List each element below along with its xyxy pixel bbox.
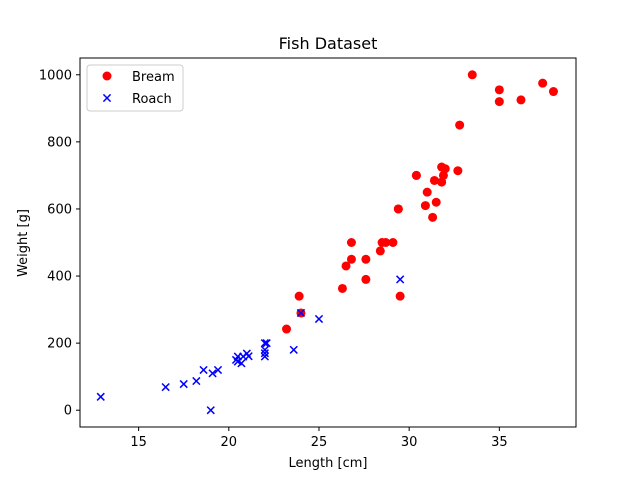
legend-label-roach: Roach (132, 92, 172, 107)
chart-title: Fish Dataset (279, 34, 378, 53)
data-point-bream (440, 164, 450, 174)
data-point-roach (237, 359, 246, 368)
data-point-roach (262, 339, 271, 348)
data-point-bream (346, 254, 356, 264)
data-point-bream (381, 238, 391, 247)
data-point-roach (296, 308, 306, 318)
data-point-bream (341, 261, 351, 271)
data-point-bream (337, 283, 347, 293)
x-tick-label: 15 (130, 435, 147, 450)
y-tick-label: 600 (47, 202, 72, 217)
data-point-bream (494, 97, 504, 107)
data-point-bream (375, 246, 385, 256)
data-point-roach (96, 392, 105, 401)
data-point-roach (260, 345, 270, 354)
data-point-roach (199, 365, 208, 375)
legend-item-bream: Bream (102, 70, 175, 85)
data-point-bream (346, 238, 356, 247)
y-tick-label: 800 (47, 135, 72, 150)
data-point-roach (213, 365, 223, 375)
data-point-bream (420, 201, 430, 211)
y-tick-label: 200 (47, 337, 72, 352)
data-points (96, 70, 558, 415)
data-point-bream (428, 212, 438, 222)
x-tick-label: 35 (491, 435, 508, 450)
data-point-bream (282, 324, 292, 334)
data-point-bream (393, 204, 403, 214)
data-point-roach (208, 369, 217, 378)
data-point-bream (395, 291, 405, 301)
data-point-roach (260, 352, 270, 361)
legend: Bream Roach (86, 64, 184, 112)
data-point-bream (422, 187, 432, 197)
x-tick-label: 20 (221, 435, 238, 450)
axes-frame (79, 57, 577, 428)
y-tick-label: 1000 (39, 68, 72, 83)
data-point-bream (388, 238, 398, 247)
data-point-bream (516, 95, 526, 105)
legend-marker-bream (102, 71, 112, 81)
data-point-roach (206, 406, 215, 415)
x-tick-label: 25 (311, 435, 328, 450)
axes: 15 20 25 30 35 0 200 400 600 800 1000 (39, 57, 577, 450)
legend-label-bream: Bream (132, 70, 175, 85)
data-point-bream (494, 85, 504, 95)
data-point-roach (161, 382, 170, 392)
data-point-bream (361, 274, 371, 284)
data-point-roach (260, 349, 270, 358)
data-point-bream (453, 166, 463, 176)
y-tick-label: 400 (47, 270, 72, 285)
series-roach (96, 275, 405, 415)
data-point-bream (538, 78, 548, 88)
data-point-bream (361, 254, 371, 264)
data-point-roach (244, 352, 253, 361)
data-point-roach (314, 314, 324, 324)
data-point-bream (548, 87, 558, 97)
data-point-roach (260, 339, 270, 348)
x-axis-label: Length [cm] (289, 456, 368, 471)
data-point-roach (396, 275, 405, 284)
data-point-bream (431, 197, 441, 207)
legend-item-roach: Roach (102, 92, 172, 107)
data-point-roach (192, 376, 201, 386)
data-point-bream (429, 175, 439, 185)
legend-marker-roach (102, 93, 112, 103)
data-point-bream (294, 291, 304, 301)
data-point-bream (467, 70, 477, 80)
x-tick-label: 30 (401, 435, 418, 450)
data-point-roach (289, 345, 298, 354)
y-tick-label: 0 (64, 404, 72, 419)
data-point-roach (179, 379, 188, 389)
data-point-bream (411, 170, 421, 180)
y-axis-label: Weight [g] (16, 209, 31, 277)
data-point-bream (455, 120, 465, 130)
